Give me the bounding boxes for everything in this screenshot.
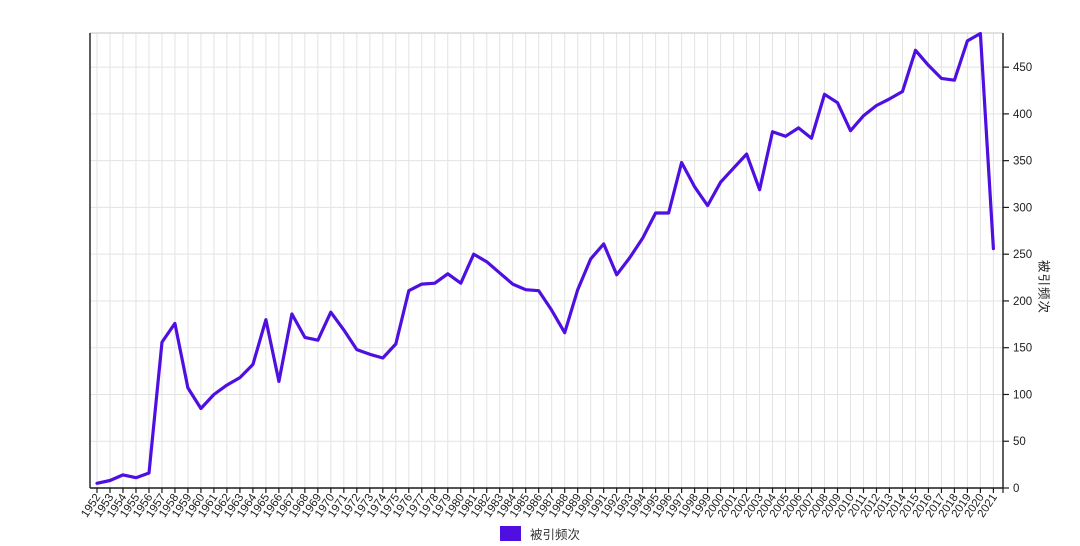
y-tick-label-50: 50 [1013, 436, 1026, 448]
legend-label: 被引频次 [529, 528, 581, 542]
y-axis-title: 被引频次 [1036, 259, 1051, 315]
x-axis-ticks-and-labels: 1952195319541955195619571958195919601961… [79, 488, 1004, 520]
grid-vertical-lines [96, 33, 994, 488]
y-tick-label-450: 450 [1013, 62, 1032, 74]
y-tick-label-300: 300 [1013, 202, 1032, 214]
legend-swatch [499, 526, 521, 541]
grid-horizontal-lines [90, 66, 1003, 442]
citation-frequency-series-line [95, 31, 996, 485]
y-tick-label-350: 350 [1013, 156, 1032, 168]
y-tick-label-400: 400 [1013, 109, 1032, 121]
y-tick-label-0: 0 [1013, 483, 1019, 495]
y-tick-label-100: 100 [1013, 389, 1032, 401]
y-axis-ticks-and-labels: 0 50 100 150 200 250 300 350 400 450 [1003, 62, 1032, 495]
y-tick-label-250: 250 [1013, 249, 1032, 261]
legend-item[interactable]: 被引频次 [499, 524, 581, 543]
y-tick-label-200: 200 [1013, 296, 1032, 308]
y-tick-label-150: 150 [1013, 343, 1032, 355]
